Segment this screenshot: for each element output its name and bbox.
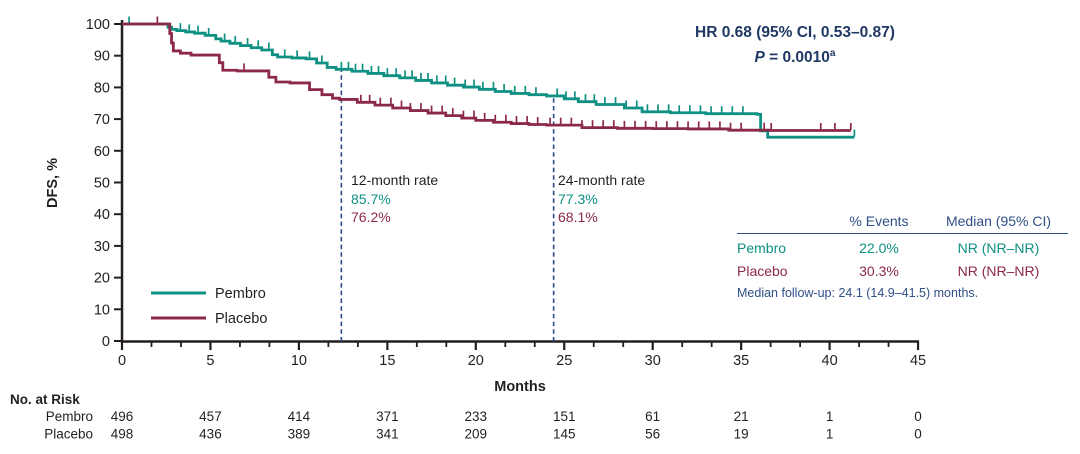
svg-text:30: 30	[645, 353, 661, 369]
svg-text:20: 20	[468, 353, 484, 369]
svg-text:496: 496	[111, 409, 134, 424]
svg-text:341: 341	[376, 427, 399, 442]
rate-24-pembro-value: 77.3%	[558, 190, 598, 207]
svg-text:0: 0	[914, 427, 922, 442]
svg-text:Placebo: Placebo	[215, 311, 267, 327]
svg-text:100: 100	[86, 17, 110, 33]
svg-text:10: 10	[94, 302, 110, 318]
summary-placebo-median: NR (NR–NR)	[957, 263, 1040, 279]
axis-titles: Months DFS, %	[45, 158, 546, 395]
rate-12-label: 12-month rate	[351, 172, 439, 188]
svg-text:371: 371	[376, 409, 399, 424]
timepoint-dashed-lines	[340, 69, 555, 342]
svg-text:0: 0	[102, 334, 110, 350]
summary-table: % Events Median (95% CI) Pembro 22.0% NR…	[737, 213, 1068, 300]
svg-text:90: 90	[94, 49, 110, 65]
p-equals-value: = 0.0010	[764, 49, 830, 67]
number-at-risk-table: No. at Risk Pembro 496 457 414 371 233 151 61 21 1…	[10, 392, 922, 442]
summary-table-header-row: % Events Median (95% CI)	[737, 213, 1068, 234]
rate-annotation-24-month: 24-month rate 77.3% 68.1%	[558, 171, 688, 227]
summary-header-events: % Events	[849, 213, 909, 229]
summary-row-placebo: Placebo 30.3% NR (NR–NR)	[737, 257, 1068, 280]
km-curve-pembro	[122, 16, 856, 139]
svg-text:151: 151	[553, 409, 576, 424]
svg-text:1: 1	[826, 409, 834, 424]
svg-text:19: 19	[734, 427, 749, 442]
rate-12-placebo-value: 76.2%	[351, 209, 391, 225]
summary-header-median: Median (95% CI)	[945, 213, 1052, 229]
svg-text:35: 35	[733, 353, 749, 369]
svg-text:DFS, %: DFS, %	[45, 158, 61, 208]
summary-placebo-name: Placebo	[737, 263, 788, 279]
summary-placebo-events: 30.3%	[859, 263, 899, 279]
chart-legend: Pembro Placebo	[151, 286, 267, 327]
svg-text:60: 60	[94, 144, 110, 160]
svg-text:Pembro: Pembro	[215, 286, 266, 302]
svg-text:No. at Risk: No. at Risk	[10, 392, 80, 407]
svg-text:30: 30	[94, 239, 110, 255]
svg-text:61: 61	[645, 409, 660, 424]
svg-text:20: 20	[94, 271, 110, 287]
svg-text:0: 0	[914, 409, 922, 424]
svg-text:0: 0	[118, 353, 126, 369]
hr-value-text: HR 0.68 (95% CI, 0.53–0.87)	[695, 24, 895, 41]
svg-text:414: 414	[288, 409, 311, 424]
svg-text:Placebo: Placebo	[44, 427, 93, 442]
svg-text:5: 5	[206, 353, 214, 369]
svg-text:389: 389	[288, 427, 311, 442]
svg-text:10: 10	[291, 353, 307, 369]
svg-text:233: 233	[465, 409, 488, 424]
median-followup-footnote: Median follow-up: 24.1 (14.9–41.5) month…	[737, 286, 979, 300]
km-curve-placebo	[122, 16, 852, 132]
p-value-text: P = 0.0010a	[640, 43, 950, 68]
summary-pembro-median: NR (NR–NR)	[957, 240, 1040, 256]
svg-text:40: 40	[94, 207, 110, 223]
svg-text:Pembro: Pembro	[46, 409, 93, 424]
svg-text:145: 145	[553, 427, 576, 442]
svg-text:25: 25	[556, 353, 572, 369]
rate-24-label: 24-month rate	[558, 172, 646, 188]
p-italic-label: P	[754, 49, 765, 67]
summary-pembro-name: Pembro	[737, 240, 787, 256]
svg-text:15: 15	[379, 353, 395, 369]
svg-text:498: 498	[111, 427, 134, 442]
rate-annotation-12-month: 12-month rate 85.7% 76.2%	[351, 171, 481, 227]
svg-text:80: 80	[94, 80, 110, 96]
summary-row-pembro: Pembro 22.0% NR (NR–NR)	[737, 234, 1068, 257]
svg-text:1: 1	[826, 427, 834, 442]
svg-text:40: 40	[822, 353, 838, 369]
rate-24-placebo-value: 68.1%	[558, 209, 598, 225]
rate-12-pembro-value: 85.7%	[351, 190, 391, 207]
chart-axes: 0 10 20 30 40 50 60 70 80 90 100 0 5 10 15 20 25 30 35 40 45	[86, 17, 926, 369]
svg-text:50: 50	[94, 176, 110, 192]
summary-pembro-events: 22.0%	[859, 240, 899, 256]
svg-text:209: 209	[465, 427, 488, 442]
svg-text:21: 21	[734, 409, 749, 424]
svg-text:56: 56	[645, 427, 660, 442]
svg-text:45: 45	[910, 353, 926, 369]
svg-text:457: 457	[199, 409, 222, 424]
hr-annotation: HR 0.68 (95% CI, 0.53–0.87) P = 0.0010a	[640, 22, 950, 68]
svg-text:436: 436	[199, 427, 222, 442]
p-footnote-marker: a	[829, 48, 836, 59]
svg-text:Months: Months	[494, 379, 546, 395]
svg-text:70: 70	[94, 112, 110, 128]
